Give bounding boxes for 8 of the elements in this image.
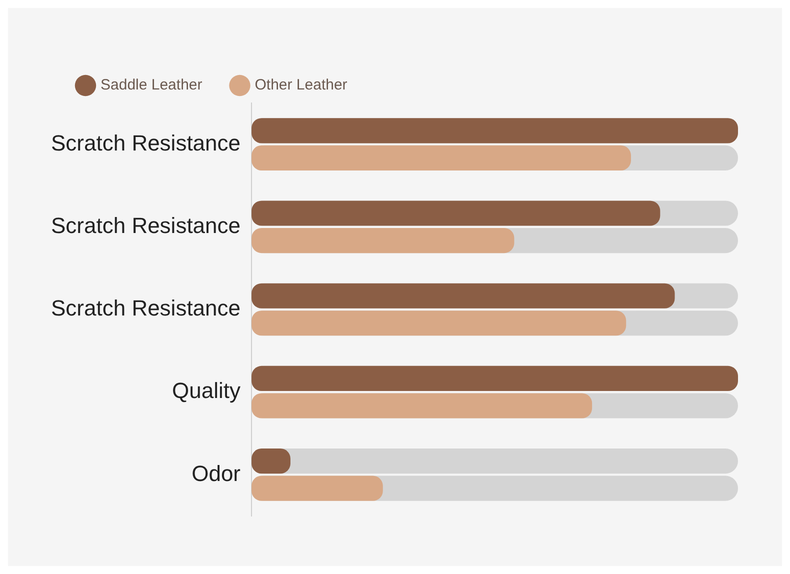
y-tick-label: Odor — [192, 460, 241, 486]
y-tick-label: Quality — [172, 378, 241, 404]
y-tick-label: Scratch Resistance — [50, 130, 241, 156]
y-tick-label: Scratch Resistance — [50, 212, 241, 238]
legend-label: Saddle Leather — [100, 76, 202, 94]
legend-label: Other Leather — [254, 76, 348, 94]
bar — [252, 476, 383, 501]
y-tick-label: Scratch Resistance — [50, 296, 241, 321]
